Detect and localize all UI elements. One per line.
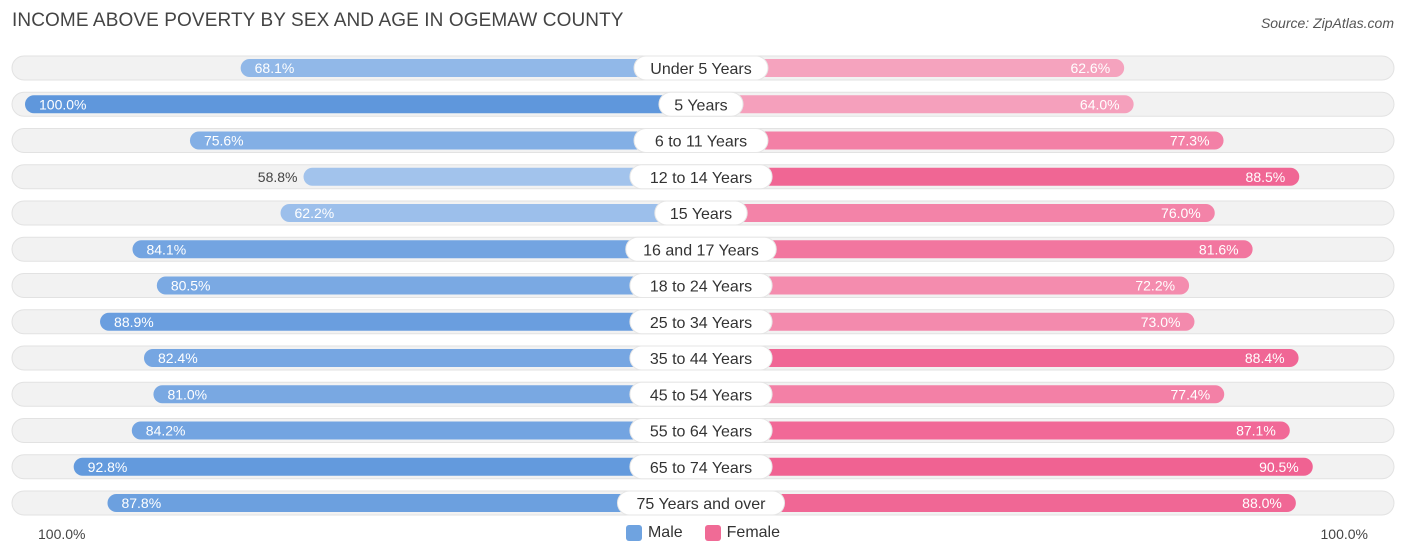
value-label-female: 77.4%: [1171, 386, 1211, 402]
axis-left-label: 100.0%: [38, 526, 86, 542]
value-label-male: 88.9%: [114, 314, 154, 330]
value-label-male: 87.8%: [121, 495, 161, 511]
value-label-female: 88.0%: [1242, 495, 1282, 511]
value-label-male: 75.6%: [204, 133, 244, 149]
value-label-male: 92.8%: [88, 459, 128, 475]
value-label-male: 62.2%: [295, 205, 335, 221]
bar-female: [701, 131, 1224, 150]
value-label-female: 88.5%: [1246, 169, 1286, 185]
value-label-male: 84.1%: [146, 241, 186, 257]
category-pill: [629, 309, 773, 335]
legend-item-female: Female: [704, 524, 781, 542]
category-pill: [625, 236, 777, 262]
value-label-male: 68.1%: [255, 60, 295, 76]
value-label-female: 64.0%: [1080, 96, 1120, 112]
bar-female: [701, 457, 1313, 476]
legend-label-male: Male: [647, 524, 683, 541]
category-label: 18 to 24 Years: [650, 279, 752, 296]
category-label: Under 5 Years: [650, 61, 751, 78]
value-label-female: 88.4%: [1245, 350, 1285, 366]
legend: Male Female: [0, 524, 1406, 542]
category-pill: [629, 345, 773, 371]
legend-swatch-female: [704, 525, 721, 541]
bar-female: [701, 167, 1300, 186]
source-label: Source: ZipAtlas.com: [1260, 15, 1394, 31]
bar-female: [701, 349, 1299, 367]
bar-male: [100, 312, 701, 331]
value-label-female: 62.6%: [1070, 60, 1110, 76]
bar-male: [280, 204, 701, 222]
category-label: 55 to 64 Years: [650, 424, 752, 441]
bar-female: [701, 204, 1215, 222]
bar-male: [73, 457, 701, 476]
category-label: 6 to 11 Years: [655, 134, 747, 151]
value-label-female: 73.0%: [1141, 314, 1181, 330]
bar-male: [153, 385, 701, 404]
value-label-male: 84.2%: [146, 423, 186, 439]
category-label: 5 Years: [674, 97, 727, 114]
bar-female: [701, 312, 1195, 331]
value-label-female: 72.2%: [1135, 278, 1175, 294]
category-pill: [629, 164, 773, 190]
category-pill: [629, 418, 773, 443]
category-label: 16 and 17 Years: [643, 242, 759, 259]
bar-male: [107, 494, 702, 512]
category-pill: [629, 381, 773, 407]
legend-item-male: Male: [625, 524, 683, 542]
bar-female: [701, 494, 1296, 512]
bar-male: [189, 131, 701, 150]
bar-female: [701, 95, 1134, 114]
bar-female: [701, 276, 1190, 295]
legend-swatch-male: [625, 525, 642, 541]
bar-male: [131, 421, 702, 440]
bar-male: [132, 240, 701, 259]
value-label-male: 80.5%: [171, 278, 211, 294]
bar-male: [25, 95, 701, 114]
chart-area: 68.1% 62.6% Under 5 Years 100.0% 64.0% 5 Year…: [11, 55, 1395, 516]
category-label: 65 to 74 Years: [650, 460, 752, 477]
value-label-female: 81.6%: [1199, 241, 1239, 257]
category-label: 35 to 44 Years: [650, 351, 752, 368]
category-pill: [654, 200, 748, 226]
category-pill: [633, 55, 769, 81]
bar-female: [701, 421, 1290, 440]
bar-male: [156, 276, 701, 295]
bar-female: [701, 385, 1225, 404]
value-label-male: 58.8%: [258, 169, 298, 185]
category-pill: [616, 490, 786, 516]
category-label: 25 to 34 Years: [650, 315, 752, 332]
category-pill: [629, 454, 773, 480]
value-label-female: 77.3%: [1170, 133, 1210, 149]
axis-right-label: 100.0%: [1320, 526, 1368, 542]
category-label: 45 to 54 Years: [650, 387, 752, 404]
value-label-male: 82.4%: [158, 350, 198, 366]
bar-female: [701, 240, 1253, 259]
bar-male: [240, 59, 702, 77]
value-label-female: 90.5%: [1259, 459, 1299, 475]
category-pill: [629, 273, 773, 298]
bar-male: [143, 349, 701, 367]
value-label-female: 76.0%: [1161, 205, 1201, 221]
category-pill: [658, 91, 744, 117]
bar-male: [303, 167, 701, 186]
category-label: 15 Years: [670, 206, 732, 223]
value-label-male: 100.0%: [39, 96, 86, 112]
value-label-male: 81.0%: [167, 386, 207, 402]
category-pill: [633, 128, 769, 153]
legend-label-female: Female: [726, 524, 781, 541]
chart-title: INCOME ABOVE POVERTY BY SEX AND AGE IN O…: [12, 10, 624, 31]
category-label: 12 to 14 Years: [650, 170, 752, 187]
category-label: 75 Years and over: [637, 496, 767, 513]
value-label-female: 87.1%: [1236, 423, 1276, 439]
bar-female: [701, 59, 1125, 77]
